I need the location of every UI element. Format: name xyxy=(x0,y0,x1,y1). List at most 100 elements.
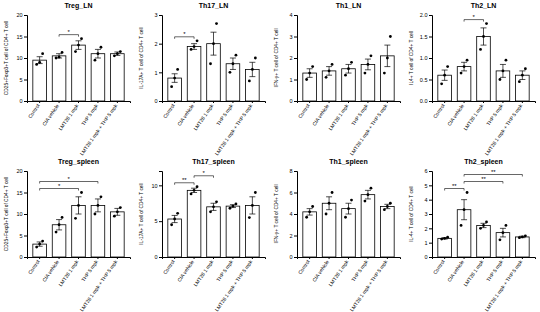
y-tick-mark xyxy=(294,15,297,16)
x-tick-label: LMT28 1 mpk + THP 5 mpk xyxy=(214,102,254,156)
x-tick-label: LMT28 1 mpk + THP 5 mpk xyxy=(349,258,389,312)
y-tick-mark xyxy=(159,257,162,258)
bar xyxy=(342,69,356,101)
y-tick-mark xyxy=(294,236,297,237)
y-axis: 01234 xyxy=(289,12,297,104)
y-tick-label: 2 xyxy=(289,55,292,61)
bar xyxy=(207,207,221,257)
data-point xyxy=(331,63,334,66)
error-line xyxy=(483,223,484,227)
x-tick-mark xyxy=(78,101,79,103)
error-line xyxy=(464,200,465,220)
data-point xyxy=(173,77,176,80)
data-point xyxy=(94,213,97,216)
error-bar xyxy=(346,64,352,73)
y-tick: 10 xyxy=(16,211,27,217)
y-tick-label: 1 xyxy=(289,77,292,83)
x-tick-label: Control xyxy=(432,259,446,276)
data-point xyxy=(232,205,235,208)
y-axis-line xyxy=(24,172,28,258)
x-tick-label: THP 5 mpk xyxy=(80,258,99,282)
x-tick-label: Control xyxy=(162,259,176,276)
data-point xyxy=(443,74,446,77)
x-tick: LMT28 1 mpk + THP 5 mpk xyxy=(214,101,254,156)
x-tick-label: THP 5 mpk xyxy=(215,102,234,126)
error-bar xyxy=(76,197,82,214)
x-tick: CIA vehicle xyxy=(41,257,60,283)
chart-title: Th17_spleen xyxy=(192,158,234,166)
error-bar xyxy=(481,223,487,227)
x-tick: CIA vehicle xyxy=(176,257,195,283)
bar xyxy=(111,54,125,101)
x-tick: LMT28 1 mpk + THP 5 mpk xyxy=(484,257,524,312)
error-bar xyxy=(384,204,390,208)
y-tick-label: 5 xyxy=(424,183,427,189)
y-axis-line xyxy=(294,172,298,258)
x-tick: LMT28 1 mpk + THP 5 mpk xyxy=(79,101,119,156)
data-point xyxy=(370,187,373,190)
x-tick-label: CIA vehicle xyxy=(41,259,60,283)
error-line xyxy=(117,52,118,55)
plot-area xyxy=(438,191,529,257)
plot-area xyxy=(33,37,124,101)
x-tick-label: THP 5 mpk xyxy=(485,102,504,126)
data-point xyxy=(41,52,44,55)
data-point xyxy=(113,215,116,218)
y-tick-label: 2 xyxy=(154,41,157,47)
x-tick: THP 5 mpk xyxy=(80,257,99,283)
data-point xyxy=(485,22,488,25)
error-line xyxy=(59,54,60,58)
data-point xyxy=(196,185,199,188)
x-tick-mark xyxy=(502,257,503,259)
data-point xyxy=(248,216,251,219)
y-tick-mark xyxy=(24,214,27,215)
y-tick-mark xyxy=(429,214,432,215)
x-axis: ControlCIA vehicleLMT28 1 mpkTHP 5 mpkLM… xyxy=(297,101,401,156)
error-line xyxy=(39,57,40,64)
y-tick: 3 xyxy=(154,12,162,18)
x-tick: LMT28 1 mpk + THP 5 mpk xyxy=(484,101,524,156)
x-tick: THP 5 mpk xyxy=(485,257,504,283)
error-cap xyxy=(95,211,101,212)
error-line xyxy=(213,32,214,55)
y-axis-title: CD25+Foxp3+T cell of CD4+ T cell xyxy=(4,21,9,95)
data-point xyxy=(113,54,116,57)
y-axis: 05101520 xyxy=(16,168,27,260)
data-point xyxy=(521,74,524,77)
x-tick-mark xyxy=(483,257,484,259)
y-tick-mark xyxy=(294,257,297,258)
x-tick-label: LMT28 1 mpk + THP 5 mpk xyxy=(349,102,389,156)
x-tick: LMT28 1 mpk xyxy=(462,257,485,287)
error-bar xyxy=(114,208,120,215)
x-tick-label: LMT28 1 mpk + THP 5 mpk xyxy=(214,258,254,312)
error-cap xyxy=(461,62,467,63)
y-tick-mark xyxy=(294,80,297,81)
data-point xyxy=(215,22,218,25)
x-tick-mark xyxy=(464,257,465,259)
x-tick-label: THP 5 mpk xyxy=(215,258,234,282)
y-tick: 0 xyxy=(154,254,162,260)
chart-title: Th2_spleen xyxy=(464,158,503,166)
error-line xyxy=(97,199,98,212)
error-cap xyxy=(384,66,390,67)
y-tick: 5 xyxy=(424,183,432,189)
x-tick: LMT28 1 mpk xyxy=(327,257,350,287)
x-tick: LMT28 1 mpk xyxy=(57,101,80,131)
data-point xyxy=(466,59,469,62)
bar xyxy=(91,205,105,257)
data-point xyxy=(482,224,485,227)
bar xyxy=(438,238,452,257)
x-tick-mark xyxy=(97,257,98,259)
error-bar xyxy=(249,197,255,214)
data-point xyxy=(80,191,83,194)
x-tick-label: LMT28 1 mpk xyxy=(327,258,350,287)
error-cap xyxy=(211,55,217,56)
error-bar xyxy=(230,58,236,69)
y-tick-mark xyxy=(429,80,432,81)
x-tick: Control xyxy=(27,257,41,275)
error-cap xyxy=(500,228,506,229)
data-point xyxy=(77,44,80,47)
y-tick-label: 5 xyxy=(19,77,22,83)
y-tick-mark xyxy=(429,185,432,186)
x-tick-mark xyxy=(117,101,118,103)
